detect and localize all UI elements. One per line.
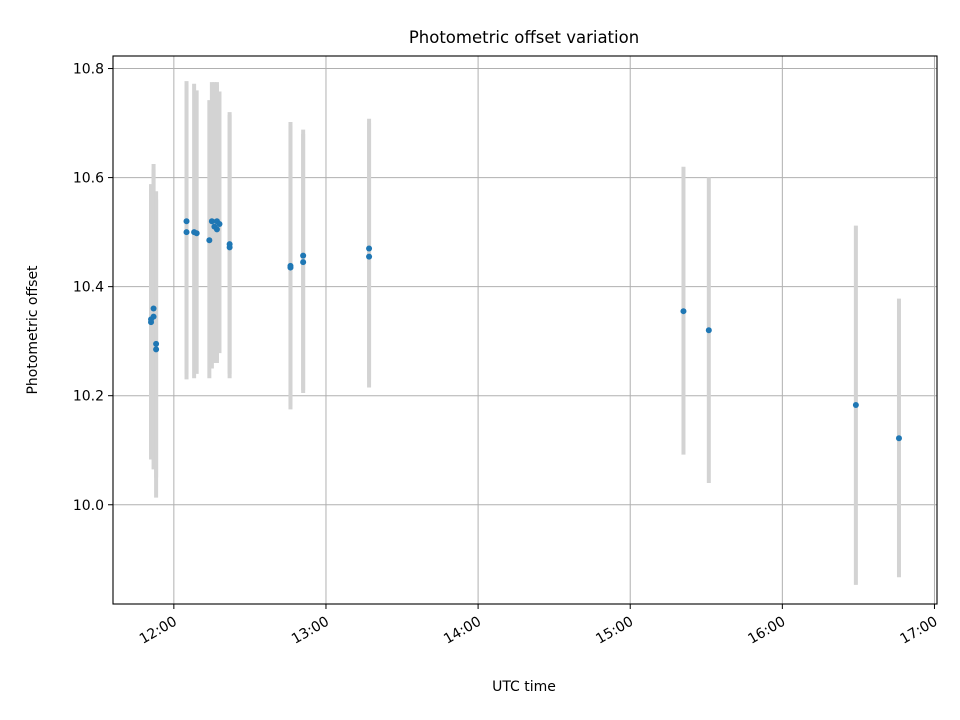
data-point [895, 435, 902, 442]
data-point [150, 305, 157, 312]
data-point [287, 264, 294, 271]
y-tick-label: 10.0 [73, 498, 104, 514]
data-point [150, 313, 157, 320]
data-point [206, 237, 213, 244]
data-point [213, 226, 220, 233]
data-point [300, 259, 307, 266]
y-tick-label: 10.8 [73, 62, 104, 78]
data-point [852, 401, 859, 408]
plot-area-frame [112, 55, 938, 605]
data-point [183, 229, 190, 236]
x-axis-label: UTC time [492, 679, 556, 695]
data-points [148, 218, 902, 442]
y-tick-label: 10.4 [73, 280, 104, 296]
y-tick-label: 10.6 [73, 171, 104, 187]
data-point [680, 308, 687, 315]
data-point [183, 218, 190, 225]
data-point [193, 230, 200, 237]
grid [113, 56, 937, 604]
data-point [300, 252, 307, 259]
data-point [226, 244, 233, 251]
data-point [366, 253, 373, 260]
data-point [208, 218, 215, 225]
data-point [705, 327, 712, 334]
data-point [153, 346, 160, 353]
chart-title: Photometric offset variation [409, 28, 639, 47]
data-point [366, 245, 373, 252]
y-axis: 10.0 10.2 10.4 10.6 10.8 [73, 62, 113, 514]
data-point [216, 220, 223, 227]
y-tick-label: 10.2 [73, 389, 104, 405]
data-point [153, 340, 160, 347]
y-axis-label: Photometric offset [25, 265, 41, 395]
